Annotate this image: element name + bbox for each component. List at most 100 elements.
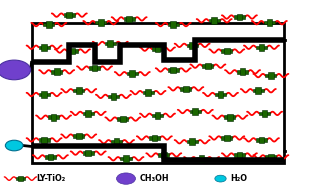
Bar [76, 133, 82, 139]
Bar [234, 153, 245, 157]
Bar [85, 110, 91, 117]
Bar [264, 21, 275, 24]
Bar [168, 68, 179, 72]
Bar [211, 17, 217, 24]
Bar [41, 136, 47, 143]
Bar [70, 48, 75, 54]
Bar [183, 85, 189, 92]
Bar [46, 21, 52, 28]
Circle shape [117, 173, 135, 184]
Bar [32, 23, 284, 163]
Bar [129, 70, 135, 77]
Bar [111, 140, 122, 143]
Circle shape [5, 140, 23, 151]
Bar [117, 117, 129, 121]
Bar [41, 44, 47, 51]
Bar [114, 138, 119, 145]
Text: CH₃OH: CH₃OH [139, 174, 169, 183]
Bar [218, 91, 223, 98]
Text: LY-TiO₂: LY-TiO₂ [36, 174, 66, 183]
Bar [123, 155, 129, 162]
Bar [168, 23, 179, 26]
Bar [253, 89, 264, 92]
Circle shape [215, 175, 226, 182]
Bar [196, 157, 207, 160]
Bar [73, 89, 84, 92]
Bar [161, 152, 167, 158]
Bar [41, 91, 47, 98]
Bar [98, 19, 104, 26]
Bar [38, 93, 50, 96]
Bar [189, 42, 195, 49]
Bar [120, 157, 132, 160]
Bar [180, 87, 192, 91]
Bar [224, 135, 230, 141]
Bar [224, 115, 236, 119]
Bar [126, 15, 132, 22]
Bar [170, 21, 176, 28]
Bar [234, 15, 245, 19]
Bar [189, 138, 195, 145]
Bar [18, 176, 23, 181]
Bar [48, 153, 53, 160]
Bar [64, 13, 75, 17]
Bar [83, 112, 94, 115]
Bar [108, 95, 119, 98]
Bar [237, 14, 242, 20]
Bar [123, 17, 135, 21]
Bar [152, 135, 157, 141]
Bar [111, 93, 116, 100]
Bar [199, 155, 204, 162]
Bar [155, 112, 160, 119]
Bar [85, 150, 91, 156]
Bar [266, 19, 272, 26]
Bar [224, 48, 230, 54]
Bar [48, 115, 59, 119]
Bar [67, 49, 78, 53]
Bar [256, 138, 267, 142]
Bar [262, 110, 267, 117]
Bar [105, 42, 116, 45]
Bar [152, 114, 163, 117]
Bar [51, 114, 56, 121]
Bar [202, 64, 214, 68]
Bar [209, 19, 220, 22]
Bar [51, 70, 62, 74]
Bar [83, 151, 94, 155]
Bar [38, 46, 50, 49]
Bar [240, 68, 245, 75]
Bar [66, 12, 72, 19]
Bar [268, 72, 274, 79]
Bar [256, 46, 267, 49]
Bar [149, 136, 160, 140]
Circle shape [0, 60, 31, 80]
Bar [221, 136, 232, 140]
Bar [158, 153, 169, 157]
Bar [205, 63, 211, 70]
Bar [76, 87, 82, 94]
Bar [215, 93, 226, 96]
Bar [192, 108, 198, 115]
Bar [268, 153, 274, 160]
Bar [170, 67, 176, 73]
Bar [265, 74, 277, 77]
Bar [259, 136, 264, 143]
Bar [186, 44, 198, 47]
Bar [73, 134, 84, 138]
Bar [92, 65, 97, 71]
Bar [221, 49, 232, 53]
Bar [255, 87, 261, 94]
Bar [145, 89, 151, 96]
Bar [142, 91, 154, 94]
Bar [38, 138, 50, 142]
Bar [127, 72, 138, 75]
Bar [89, 66, 100, 70]
Bar [186, 140, 198, 143]
Text: H₂O: H₂O [230, 174, 247, 183]
Bar [190, 110, 201, 113]
Bar [259, 44, 264, 51]
Bar [237, 152, 242, 158]
Bar [54, 68, 60, 75]
Bar [152, 47, 163, 51]
Bar [16, 177, 25, 180]
